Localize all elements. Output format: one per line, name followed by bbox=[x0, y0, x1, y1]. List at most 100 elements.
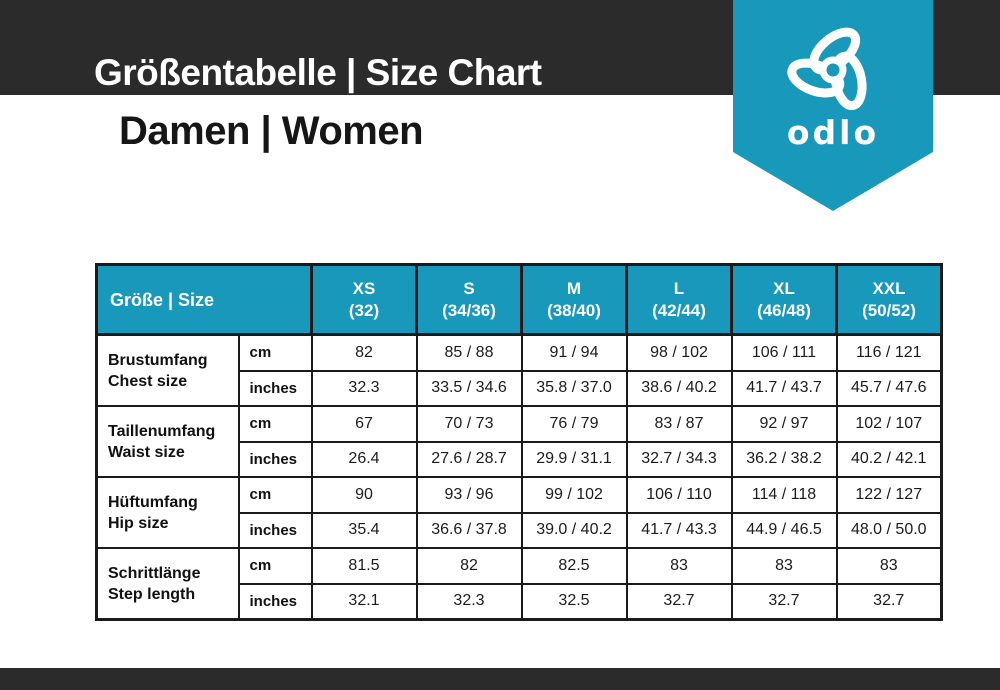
size-value-cell: 32.1 bbox=[310, 582, 418, 621]
size-value-cell: 41.7 / 43.7 bbox=[730, 369, 838, 407]
measurement-label-en: Hip size bbox=[108, 514, 169, 532]
size-name: M bbox=[566, 278, 582, 298]
size-value-cell: 92 / 97 bbox=[730, 405, 838, 443]
table-row: inches 26.4 27.6 / 28.7 29.9 / 31.1 32.7 / 3… bbox=[97, 440, 943, 478]
size-value-cell: 32.5 bbox=[520, 582, 628, 621]
size-value-cell: 39.0 / 40.2 bbox=[520, 511, 628, 549]
size-value-cell: 29.9 / 31.1 bbox=[520, 440, 628, 478]
measurement-label: Taillenumfang Waist size bbox=[95, 405, 240, 478]
unit-label: inches bbox=[237, 369, 313, 407]
measurement-label: Brustumfang Chest size bbox=[95, 333, 240, 407]
size-value-cell: 81.5 bbox=[310, 547, 418, 585]
size-range: (38/40) bbox=[547, 300, 601, 320]
size-value-cell: 114 / 118 bbox=[730, 476, 838, 514]
size-value-cell: 83 bbox=[625, 547, 733, 585]
size-value-cell: 116 / 121 bbox=[835, 333, 943, 372]
measurement-label-de: Taillenumfang bbox=[108, 422, 216, 440]
size-range: (46/48) bbox=[757, 300, 811, 320]
unit-label: cm bbox=[237, 333, 313, 372]
brand-ribbon-svg: odlo bbox=[733, 0, 933, 211]
size-value-cell: 40.2 / 42.1 bbox=[835, 440, 943, 478]
size-value-cell: 83 bbox=[835, 547, 943, 585]
unit-label: inches bbox=[237, 440, 313, 478]
size-value-cell: 48.0 / 50.0 bbox=[835, 511, 943, 549]
col-header-s: S (34/36) bbox=[415, 263, 523, 336]
size-value-cell: 99 / 102 bbox=[520, 476, 628, 514]
size-name: L bbox=[673, 278, 685, 298]
size-value-cell: 32.3 bbox=[310, 369, 418, 407]
size-value-cell: 83 / 87 bbox=[625, 405, 733, 443]
logo-center-hole bbox=[826, 63, 840, 77]
col-header-m: M (38/40) bbox=[520, 263, 628, 336]
size-value-cell: 98 / 102 bbox=[625, 333, 733, 372]
size-range: (50/52) bbox=[862, 300, 916, 320]
size-value-cell: 91 / 94 bbox=[520, 333, 628, 372]
unit-label: inches bbox=[237, 511, 313, 549]
measurement-label-en: Chest size bbox=[108, 372, 188, 390]
page-title: Größentabelle | Size Chart bbox=[94, 52, 542, 93]
size-value-cell: 82.5 bbox=[520, 547, 628, 585]
size-name: S bbox=[463, 278, 475, 298]
measurement-label: Schrittlänge Step length bbox=[95, 547, 240, 621]
col-header-xxl: XXL (50/52) bbox=[835, 263, 943, 336]
table-row: Hüftumfang Hip size cm 90 93 / 96 99 / 102 106… bbox=[95, 476, 943, 549]
size-value-cell: 27.6 / 28.7 bbox=[415, 440, 523, 478]
size-value-cell: 38.6 / 40.2 bbox=[625, 369, 733, 407]
size-value-cell: 41.7 / 43.3 bbox=[625, 511, 733, 549]
size-value-cell: 83 bbox=[730, 547, 838, 585]
size-range: (34/36) bbox=[442, 300, 496, 320]
measurement-label: Hüftumfang Hip size bbox=[95, 476, 240, 549]
measurement-label-en: Waist size bbox=[108, 443, 185, 461]
size-table: Größe | Size XS (32) S (34/36) M (38/40)… bbox=[95, 263, 943, 621]
size-value-cell: 90 bbox=[310, 476, 418, 514]
col-header-size-label: Größe | Size bbox=[95, 263, 313, 336]
col-header-xl: XL (46/48) bbox=[730, 263, 838, 336]
size-value-cell: 45.7 / 47.6 bbox=[835, 369, 943, 407]
size-value-cell: 102 / 107 bbox=[835, 405, 943, 443]
size-table-body: Brustumfang Chest size cm 82 85 / 88 91 / 94 9… bbox=[95, 333, 943, 621]
unit-label: cm bbox=[237, 547, 313, 585]
table-row: inches 32.1 32.3 32.5 32.7 32.7 32.7 bbox=[97, 582, 943, 621]
measurement-label-de: Schrittlänge bbox=[108, 564, 201, 582]
bottom-black-bar bbox=[0, 668, 1000, 690]
measurement-label-de: Brustumfang bbox=[108, 351, 208, 369]
size-value-cell: 106 / 111 bbox=[730, 333, 838, 372]
size-value-cell: 36.2 / 38.2 bbox=[730, 440, 838, 478]
table-row: Schrittlänge Step length cm 81.5 82 82.5 83 83 8… bbox=[95, 547, 943, 621]
col-header-xs: XS (32) bbox=[310, 263, 418, 336]
table-row: inches 32.3 33.5 / 34.6 35.8 / 37.0 38.6 / 4… bbox=[97, 369, 943, 407]
size-value-cell: 32.7 bbox=[625, 582, 733, 621]
size-value-cell: 106 / 110 bbox=[625, 476, 733, 514]
size-value-cell: 32.7 bbox=[835, 582, 943, 621]
size-value-cell: 32.7 / 34.3 bbox=[625, 440, 733, 478]
size-value-cell: 26.4 bbox=[310, 440, 418, 478]
size-name: XS bbox=[352, 278, 376, 298]
page-subtitle: Damen | Women bbox=[119, 109, 424, 153]
size-value-cell: 93 / 96 bbox=[415, 476, 523, 514]
ribbon-banner-shape bbox=[733, 0, 933, 211]
size-value-cell: 35.4 bbox=[310, 511, 418, 549]
table-row: Brustumfang Chest size cm 82 85 / 88 91 / 94 9… bbox=[95, 333, 943, 407]
size-value-cell: 70 / 73 bbox=[415, 405, 523, 443]
size-value-cell: 32.7 bbox=[730, 582, 838, 621]
unit-label: cm bbox=[237, 476, 313, 514]
size-range: (32) bbox=[348, 300, 380, 320]
table-header-row: Größe | Size XS (32) S (34/36) M (38/40)… bbox=[95, 263, 943, 336]
size-name: XXL bbox=[872, 278, 906, 298]
unit-label: inches bbox=[237, 582, 313, 621]
size-value-cell: 35.8 / 37.0 bbox=[520, 369, 628, 407]
size-value-cell: 44.9 / 46.5 bbox=[730, 511, 838, 549]
size-range: (42/44) bbox=[652, 300, 706, 320]
unit-label: cm bbox=[237, 405, 313, 443]
brand-ribbon: odlo bbox=[733, 0, 933, 215]
size-value-cell: 82 bbox=[310, 333, 418, 372]
col-header-l: L (42/44) bbox=[625, 263, 733, 336]
measurement-label-en: Step length bbox=[108, 585, 196, 603]
table-row: inches 35.4 36.6 / 37.8 39.0 / 40.2 41.7 / 4… bbox=[97, 511, 943, 549]
size-name: XL bbox=[773, 278, 795, 298]
size-value-cell: 76 / 79 bbox=[520, 405, 628, 443]
brand-wordmark: odlo bbox=[787, 113, 879, 152]
size-value-cell: 36.6 / 37.8 bbox=[415, 511, 523, 549]
table-row: Taillenumfang Waist size cm 67 70 / 73 76 / 7… bbox=[95, 405, 943, 478]
size-value-cell: 32.3 bbox=[415, 582, 523, 621]
